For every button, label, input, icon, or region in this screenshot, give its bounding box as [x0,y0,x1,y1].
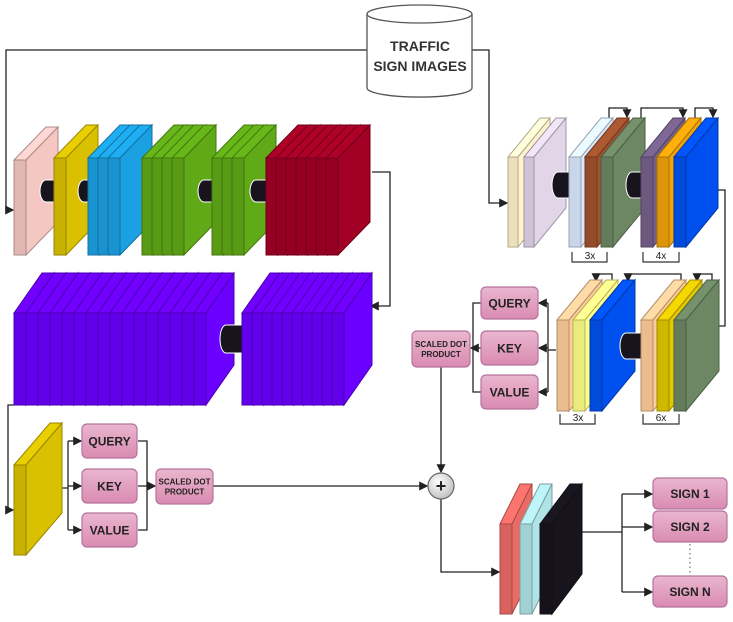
layer-olive [599,116,647,249]
left-scaled-dot-product-box-label-2: PRODUCT [165,488,205,497]
sign-n-box: SIGN N [652,575,728,608]
sign-2-box-label: SIGN 2 [670,520,710,534]
repeat-label-3x-attn: 3x [573,413,584,424]
connector-line [692,273,713,283]
right-scaled-dot-product-box-label-2: PRODUCT [421,350,461,359]
right-scaled-dot-product-box-label-1: SCALED DOT [415,340,467,349]
connector-line [591,273,613,283]
right-value-box-label: VALUE [490,385,530,399]
sign-1-box-label: SIGN 1 [670,487,710,501]
layer-red [324,123,372,257]
layer-olive [672,278,721,413]
layer-violet [331,271,373,407]
repeat-label-3x: 3x [585,251,596,262]
pooling-connector [249,179,269,203]
pooling-connector [619,332,643,360]
right-value-box: VALUE [480,374,539,410]
database-label-line1: TRAFFIC [390,38,450,54]
layer-blue-dark [672,116,720,249]
left-value-box: VALUE [81,512,138,548]
layer-pink [12,125,60,257]
left-scaled-dot-product-box-label-1: SCALED DOT [159,478,211,487]
left-query-box: QUERY [81,423,138,459]
connector-line [608,107,632,119]
left-key-box-label: KEY [97,479,122,493]
right-key-box-label: KEY [497,341,522,355]
layer-yellow-attn-input [12,421,64,557]
layers [12,116,721,616]
connector-line [640,107,688,119]
connector-line [694,107,718,119]
layer-black [539,482,583,616]
right-key-box: KEY [480,330,539,366]
pooling-connector [551,171,573,199]
add-to-classifier [440,499,501,577]
left-value-box-label: VALUE [90,523,130,537]
layer-lavender [522,116,568,249]
layer-blue-dark [588,278,637,413]
add-node: + [427,472,455,500]
repeat-label-4x: 4x [656,251,667,262]
traffic-sign-images-database: TRAFFIC SIGN IMAGES [366,4,473,98]
connector-line [623,273,682,283]
sign-n-box-label: SIGN N [669,585,710,599]
sign-1-box: SIGN 1 [652,477,728,510]
repeat-brackets [559,252,680,425]
right-query-box-label: QUERY [488,296,530,310]
plus-icon: + [436,476,447,496]
db-to-right-backbone [472,49,509,208]
right-query-box: QUERY [480,286,539,320]
left-query-box-label: QUERY [88,434,130,448]
pooling-connector [219,324,245,354]
database-label-line2: SIGN IMAGES [373,58,466,74]
repeat-label-6x: 6x [656,413,667,424]
db-to-backbone [5,49,367,215]
red-to-violet [369,171,391,311]
sign-2-box: SIGN 2 [652,510,728,543]
violet-to-yellow [5,404,15,515]
left-key-box: KEY [81,468,138,504]
